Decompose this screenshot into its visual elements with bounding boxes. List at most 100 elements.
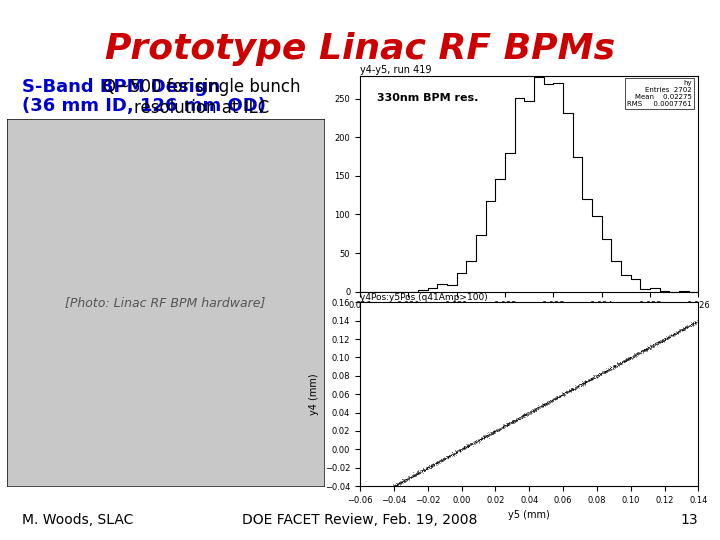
- Point: [374, 490, 386, 498]
- Point: [600, 367, 611, 375]
- Point: [554, 392, 566, 401]
- Point: [457, 444, 469, 453]
- Point: [526, 409, 537, 418]
- Point: [470, 438, 482, 447]
- Point: [582, 376, 594, 384]
- Point: [508, 418, 519, 427]
- Point: [562, 388, 573, 396]
- Point: [564, 386, 575, 395]
- Point: [518, 411, 529, 420]
- Point: [541, 398, 553, 407]
- Point: [441, 453, 452, 462]
- Point: [665, 332, 676, 340]
- Point: [421, 463, 433, 471]
- Point: [469, 437, 481, 445]
- Point: [397, 477, 408, 486]
- Point: [462, 442, 474, 451]
- Point: [372, 490, 383, 499]
- Point: [663, 333, 675, 342]
- Point: [554, 392, 566, 401]
- Point: [408, 472, 419, 481]
- Point: [595, 370, 607, 379]
- Point: [667, 330, 678, 339]
- Point: [371, 491, 382, 500]
- Point: [383, 485, 395, 494]
- Point: [456, 443, 467, 452]
- Point: [560, 388, 572, 397]
- Point: [392, 481, 403, 490]
- Point: [580, 378, 592, 387]
- Point: [626, 354, 638, 363]
- Point: [645, 342, 657, 350]
- Point: [372, 491, 384, 500]
- Point: [358, 498, 369, 507]
- Point: [488, 427, 500, 435]
- Point: [526, 407, 538, 416]
- Point: [630, 349, 642, 358]
- Point: [603, 365, 614, 374]
- Point: [651, 338, 662, 347]
- Point: [490, 426, 502, 435]
- Point: [479, 433, 490, 441]
- Point: [556, 391, 567, 400]
- Point: [357, 496, 369, 505]
- Point: [464, 441, 475, 450]
- Point: [524, 408, 536, 417]
- Point: [649, 339, 661, 348]
- Point: [657, 335, 669, 344]
- Point: [454, 445, 466, 454]
- Point: [609, 363, 621, 372]
- Point: [503, 421, 514, 429]
- Point: [570, 381, 581, 389]
- Point: [585, 374, 596, 383]
- Point: [662, 332, 674, 340]
- Point: [661, 334, 672, 343]
- Point: [417, 465, 428, 474]
- Point: [412, 469, 423, 477]
- Point: [647, 341, 658, 349]
- Point: [407, 469, 418, 478]
- Point: [539, 400, 550, 408]
- Point: [374, 488, 386, 496]
- Point: [576, 381, 588, 389]
- Point: [580, 376, 591, 385]
- Point: [451, 447, 463, 455]
- Point: [389, 482, 400, 491]
- Point: [417, 465, 428, 474]
- Point: [600, 367, 612, 375]
- Point: [606, 364, 617, 373]
- Point: [373, 490, 384, 499]
- Point: [475, 436, 487, 444]
- Point: [481, 430, 492, 439]
- Point: [527, 407, 539, 415]
- Point: [420, 465, 432, 474]
- Point: [641, 345, 652, 354]
- Point: [449, 449, 461, 457]
- Point: [382, 487, 393, 495]
- Point: [623, 354, 634, 363]
- Point: [432, 458, 444, 467]
- Point: [416, 465, 428, 474]
- Point: [581, 378, 593, 387]
- Point: [604, 365, 616, 374]
- Point: [445, 451, 456, 460]
- Point: [450, 447, 462, 455]
- Point: [693, 316, 705, 325]
- Point: [625, 353, 636, 361]
- Point: [609, 362, 621, 370]
- Point: [655, 337, 667, 346]
- Point: [600, 367, 612, 375]
- Point: [688, 319, 699, 328]
- Point: [368, 493, 379, 502]
- Point: [375, 488, 387, 496]
- Point: [477, 433, 488, 442]
- Point: [559, 390, 570, 399]
- Point: [575, 380, 587, 389]
- Point: [487, 428, 498, 436]
- Point: [550, 394, 562, 403]
- Point: [555, 391, 567, 400]
- Point: [508, 416, 520, 424]
- Point: [660, 336, 671, 345]
- Point: [585, 375, 597, 383]
- Point: [431, 459, 442, 468]
